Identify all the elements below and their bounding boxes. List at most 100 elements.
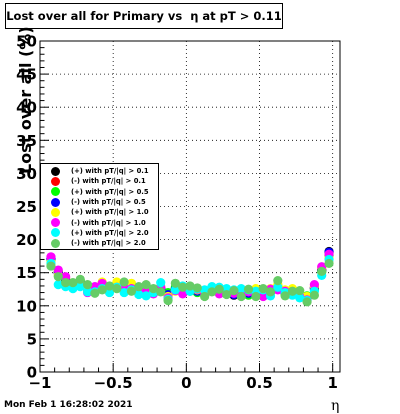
data-point	[141, 280, 151, 290]
data-point	[68, 278, 78, 288]
data-point	[90, 288, 100, 298]
x-tick-label: −0.5	[94, 374, 133, 392]
y-tick-label: 35	[16, 132, 37, 150]
y-tick-label: 5	[27, 330, 37, 348]
y-tick-label: 40	[16, 99, 37, 117]
data-point	[97, 285, 107, 295]
y-tick-label: 20	[16, 231, 37, 249]
data-point	[104, 287, 115, 298]
legend-item: (+) with pT/|q| > 2.0	[41, 228, 158, 238]
data-point	[251, 291, 261, 302]
data-point	[156, 278, 166, 288]
data-point	[229, 285, 239, 296]
data-point	[258, 291, 268, 302]
data-point	[163, 295, 173, 306]
legend-marker-icon	[51, 228, 60, 238]
data-point	[273, 276, 283, 286]
chart-title-part-2: η at pT > 0.11	[190, 9, 282, 23]
legend-label: (+) with pT/|q| > 1.0	[71, 208, 149, 217]
data-point	[119, 287, 129, 298]
data-point	[46, 252, 56, 262]
data-point	[178, 289, 188, 299]
legend-item: (-) with pT/|q| > 2.0	[41, 238, 158, 248]
data-point	[148, 283, 159, 294]
legend-item: (+) with pT/|q| > 0.5	[41, 187, 158, 197]
data-point	[309, 280, 319, 290]
data-point	[236, 283, 246, 294]
data-point	[302, 297, 312, 307]
data-point	[156, 287, 166, 297]
y-axis-label: Lost over all (%)	[16, 26, 35, 174]
data-point	[317, 266, 327, 276]
data-point	[53, 272, 63, 282]
data-point	[287, 286, 298, 296]
data-point	[178, 282, 188, 292]
data-point	[61, 278, 71, 288]
y-tick-label: 10	[16, 297, 37, 315]
data-point	[134, 282, 144, 292]
data-point	[170, 278, 180, 288]
x-axis-label: η	[331, 398, 340, 414]
data-point	[82, 280, 93, 290]
data-point	[112, 283, 122, 294]
data-point	[207, 287, 217, 297]
legend-marker-icon	[51, 176, 60, 186]
legend-label: (-) with pT/|q| > 0.1	[71, 177, 146, 186]
data-point	[170, 285, 180, 295]
legend-marker-icon	[51, 166, 60, 176]
data-points	[46, 246, 334, 307]
y-tick-label: 0	[27, 364, 37, 382]
data-point	[324, 258, 334, 269]
legend-label: (+) with pT/|q| > 0.1	[71, 167, 149, 176]
y-tick-label: 30	[16, 165, 37, 183]
legend-marker-icon	[51, 238, 60, 248]
data-point	[134, 289, 144, 300]
y-tick-label: 25	[16, 198, 37, 216]
legend-item: (+) with pT/|q| > 0.1	[41, 166, 158, 176]
legend-label: (-) with pT/|q| > 2.0	[71, 239, 146, 248]
data-point	[280, 291, 290, 301]
x-tick-label: 1	[327, 374, 337, 392]
legend-marker-icon	[51, 207, 60, 217]
data-point	[82, 287, 93, 297]
data-point	[53, 280, 63, 290]
y-tick-label: 50	[16, 33, 37, 51]
data-point	[243, 284, 254, 294]
data-point	[185, 281, 195, 291]
x-tick-label: −1	[28, 374, 51, 392]
timestamp: Mon Feb 1 16:28:02 2021	[4, 400, 133, 410]
legend-item: (+) with pT/|q| > 1.0	[41, 207, 158, 217]
legend-marker-icon	[51, 218, 60, 228]
data-point	[214, 284, 224, 294]
legend-marker-icon	[51, 197, 60, 207]
data-point	[295, 293, 305, 303]
chart-title: Lost over all for Primary vs η at pT > 0…	[5, 3, 283, 29]
legend-item: (-) with pT/|q| > 1.0	[41, 217, 158, 228]
data-point	[141, 291, 151, 301]
x-tick-label: 0.5	[246, 374, 273, 392]
legend: (+) with pT/|q| > 0.1 (-) with pT/|q| > …	[40, 163, 159, 250]
data-point	[200, 285, 210, 295]
axes: 0 5 10 15 20 25 30 35 40 45 50 −1 −0.5 0 0.5 1	[16, 33, 338, 393]
data-point	[46, 261, 56, 271]
data-point	[53, 265, 63, 275]
data-point	[75, 282, 85, 292]
x-tick-label: 0	[181, 374, 191, 392]
data-point	[236, 291, 246, 302]
data-point	[119, 277, 129, 287]
data-point	[295, 285, 305, 296]
data-point	[200, 291, 210, 302]
legend-label: (-) with pT/|q| > 0.5	[71, 198, 146, 207]
data-point	[126, 286, 137, 296]
legend-label: (+) with pT/|q| > 2.0	[71, 228, 149, 237]
data-point	[221, 289, 232, 300]
data-point	[273, 282, 283, 292]
y-tick-label: 15	[16, 264, 37, 282]
legend-marker-icon	[51, 187, 60, 197]
y-tick-label: 45	[16, 66, 37, 84]
data-point	[192, 283, 202, 293]
legend-item: (-) with pT/|q| > 0.5	[41, 197, 158, 207]
legend-label: (-) with pT/|q| > 1.0	[71, 218, 146, 227]
data-point	[75, 274, 85, 284]
